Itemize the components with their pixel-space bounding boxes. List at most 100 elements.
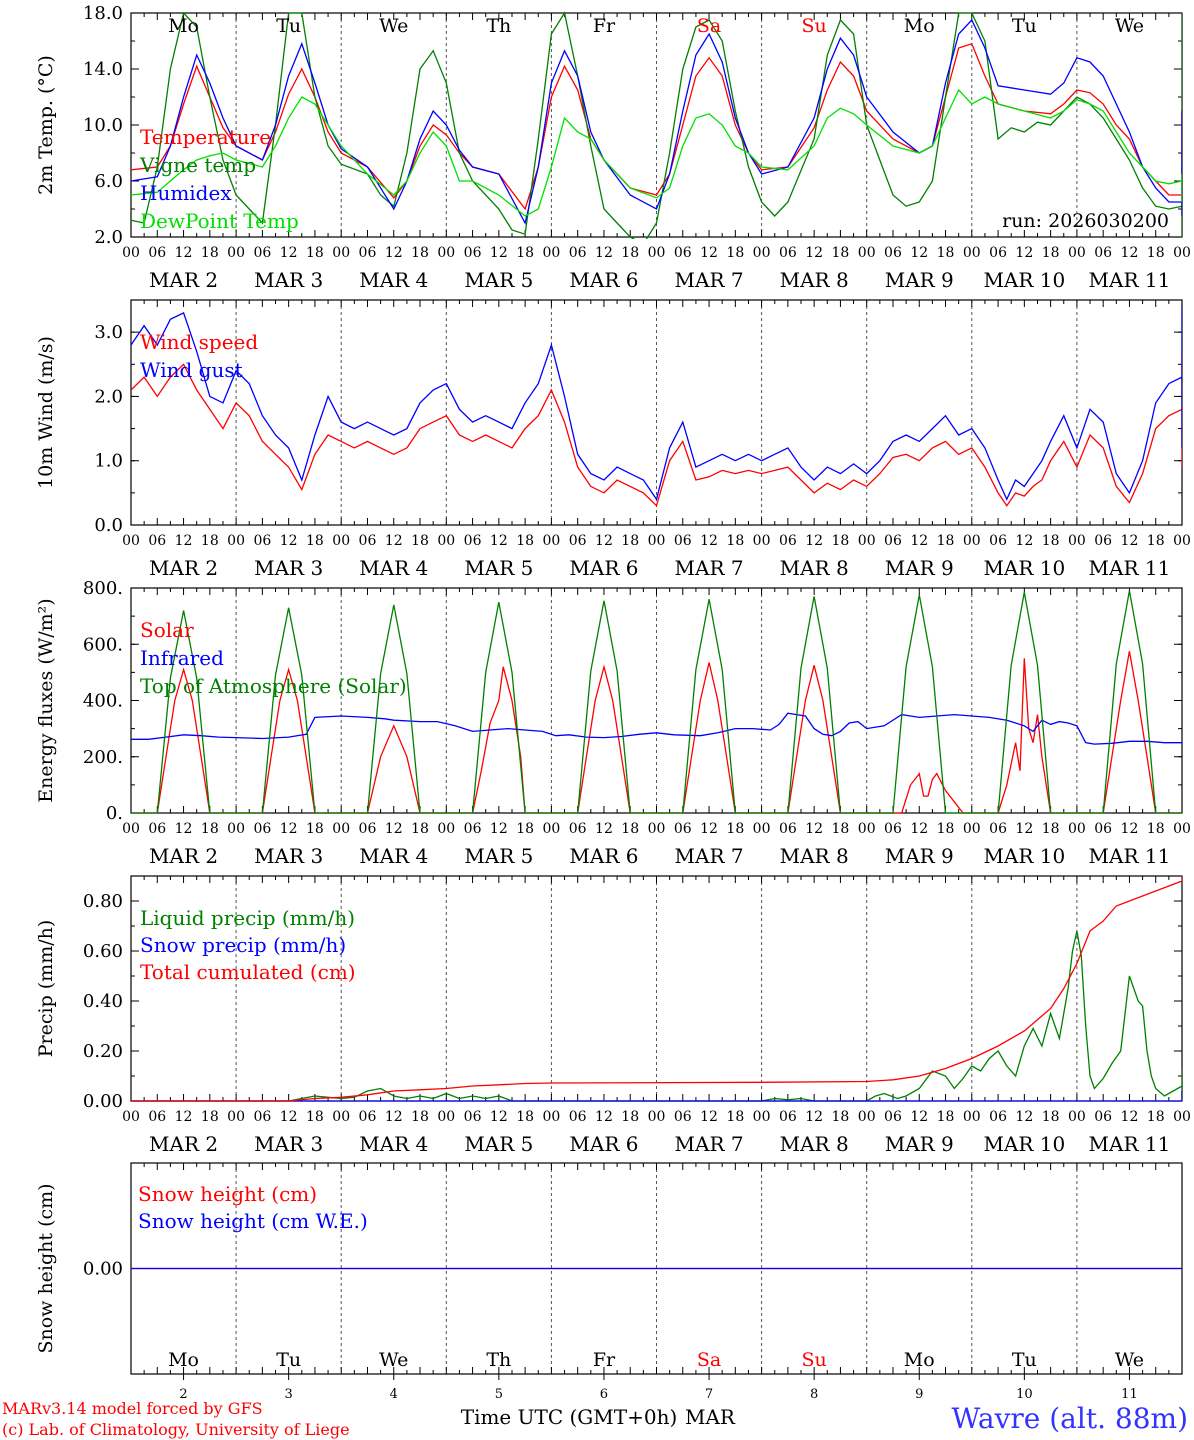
hour-tick-label: 00 <box>332 821 350 837</box>
hour-tick-label: 18 <box>1042 1109 1060 1125</box>
hour-tick-label: 06 <box>359 533 377 549</box>
hour-tick-label: 12 <box>490 533 508 549</box>
hour-tick-label: 00 <box>542 533 560 549</box>
day-number-label: 5 <box>495 1387 503 1402</box>
day-number-label: 4 <box>390 1387 398 1402</box>
hour-tick-label: 00 <box>122 821 140 837</box>
y-tick-label: 6.0 <box>94 171 123 192</box>
hour-tick-label: 12 <box>1121 245 1139 261</box>
hour-tick-label: 18 <box>411 1109 429 1125</box>
date-label: MAR 6 <box>569 556 638 580</box>
hour-tick-label: 12 <box>1121 821 1139 837</box>
legend-entry: Wind speed <box>140 330 258 354</box>
hour-tick-label: 18 <box>1147 1109 1165 1125</box>
hour-tick-label: 12 <box>280 1109 298 1125</box>
date-label: MAR 10 <box>983 1132 1065 1156</box>
y-tick-label: 0.40 <box>83 991 123 1012</box>
y-tick-label: 200. <box>83 747 123 768</box>
y-tick-label: 0.60 <box>83 941 123 962</box>
hour-tick-label: 00 <box>1173 1109 1191 1125</box>
hour-tick-label: 06 <box>253 1109 271 1125</box>
hour-tick-label: 00 <box>1173 821 1191 837</box>
hour-tick-label: 06 <box>569 1109 587 1125</box>
legend-entry: Wind gust <box>140 358 243 382</box>
hour-tick-label: 06 <box>674 245 692 261</box>
day-of-week-label: We <box>1115 1349 1144 1371</box>
date-label: MAR 8 <box>780 1132 849 1156</box>
hour-tick-label: 00 <box>542 245 560 261</box>
hour-tick-label: 06 <box>464 533 482 549</box>
y-tick-label: 800. <box>83 578 123 599</box>
series-line-top-of-atmosphere-solar- <box>131 590 1182 814</box>
hour-tick-label: 18 <box>516 245 534 261</box>
hour-tick-label: 18 <box>516 821 534 837</box>
day-of-week-label: Mo <box>168 15 199 37</box>
hour-tick-label: 00 <box>1068 533 1086 549</box>
plot-frame <box>130 299 1183 526</box>
y-tick-label: 600. <box>83 634 123 655</box>
hour-tick-label: 06 <box>989 533 1007 549</box>
date-label: MAR 7 <box>675 1132 744 1156</box>
hour-tick-label: 06 <box>884 533 902 549</box>
legend-entry: DewPoint Temp <box>140 209 299 233</box>
day-number-label: 9 <box>915 1387 923 1402</box>
hour-tick-label: 18 <box>726 245 744 261</box>
y-tick-label: 14.0 <box>83 59 123 80</box>
hour-tick-label: 18 <box>1042 821 1060 837</box>
hour-tick-label: 12 <box>175 245 193 261</box>
date-label: MAR 9 <box>885 1132 954 1156</box>
hour-tick-label: 18 <box>832 533 850 549</box>
hour-tick-label: 18 <box>201 245 219 261</box>
day-number-label: 2 <box>179 1387 187 1402</box>
hour-tick-label: 06 <box>464 1109 482 1125</box>
y-tick-label: 0.20 <box>83 1041 123 1062</box>
hour-tick-label: 00 <box>1173 245 1191 261</box>
hour-tick-label: 18 <box>832 821 850 837</box>
hour-tick-label: 18 <box>411 821 429 837</box>
hour-tick-label: 18 <box>937 821 955 837</box>
date-label: MAR 6 <box>569 844 638 868</box>
hour-tick-label: 18 <box>937 1109 955 1125</box>
hour-tick-label: 12 <box>910 533 928 549</box>
hour-tick-label: 06 <box>989 1109 1007 1125</box>
hour-tick-label: 12 <box>385 245 403 261</box>
date-label: MAR 5 <box>464 844 533 868</box>
hour-tick-label: 00 <box>753 821 771 837</box>
day-number-label: 10 <box>1016 1387 1033 1402</box>
hour-tick-label: 12 <box>1015 1109 1033 1125</box>
hour-tick-label: 06 <box>674 1109 692 1125</box>
hour-tick-label: 00 <box>332 245 350 261</box>
day-of-week-label: Tu <box>1012 1349 1037 1371</box>
day-of-week-label: Mo <box>904 1349 935 1371</box>
hour-tick-label: 18 <box>411 245 429 261</box>
hour-tick-label: 12 <box>805 821 823 837</box>
hour-tick-label: 00 <box>122 533 140 549</box>
hour-tick-label: 06 <box>148 1109 166 1125</box>
day-number-label: 6 <box>600 1387 608 1402</box>
hour-tick-label: 00 <box>227 533 245 549</box>
series-line-infrared <box>131 712 1182 745</box>
hour-tick-label: 18 <box>306 533 324 549</box>
y-tick-label: 18.0 <box>83 3 123 24</box>
hour-tick-label: 00 <box>437 821 455 837</box>
y-axis-label: 2m Temp. (°C) <box>35 55 57 195</box>
hour-tick-label: 12 <box>490 1109 508 1125</box>
hour-tick-label: 12 <box>490 245 508 261</box>
hour-tick-label: 12 <box>385 1109 403 1125</box>
plot-frame <box>130 12 1183 238</box>
hour-tick-label: 18 <box>621 821 639 837</box>
hour-tick-label: 06 <box>779 533 797 549</box>
date-label: MAR 7 <box>675 556 744 580</box>
day-of-week-label: Su <box>802 1349 827 1371</box>
plot-frame <box>130 587 1183 814</box>
hour-tick-label: 06 <box>884 245 902 261</box>
hour-tick-label: 06 <box>989 821 1007 837</box>
y-axis-label: Energy fluxes (W/m²) <box>35 598 57 802</box>
legend-entry: Snow precip (mm/h) <box>140 933 346 957</box>
hour-tick-label: 18 <box>306 821 324 837</box>
panel-2m-temp-: 2.0 6.0 10.0 14.0 18.0 2m Temp. (°C) Temperatu… <box>35 3 1191 292</box>
hour-tick-label: 06 <box>1094 245 1112 261</box>
day-of-week-label: Tu <box>276 15 301 37</box>
hour-tick-label: 12 <box>175 1109 193 1125</box>
hour-tick-label: 18 <box>726 533 744 549</box>
